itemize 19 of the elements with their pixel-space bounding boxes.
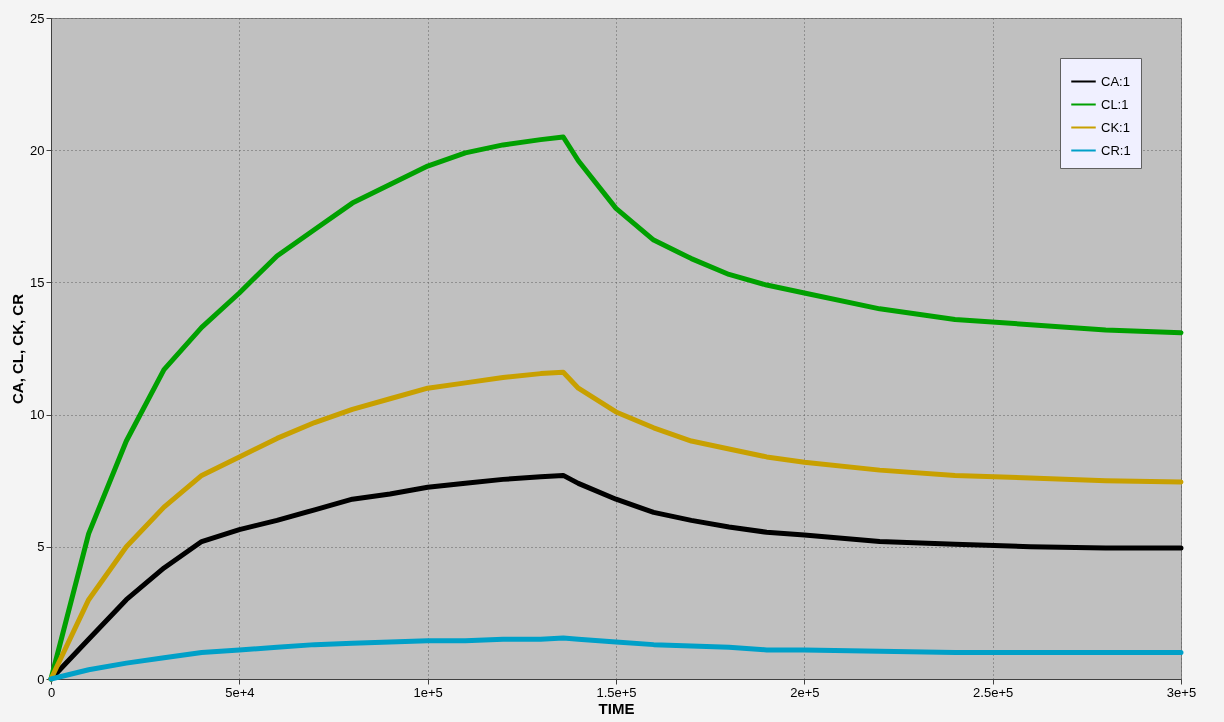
x-tick-label: 1.5e+5	[596, 684, 637, 700]
y-tick-label: 5	[37, 539, 45, 555]
x-tick-label: 3e+5	[1166, 684, 1197, 700]
x-tick-label: 2e+5	[790, 684, 820, 700]
y-axis-title: CA, CL, CK, CR	[9, 293, 27, 404]
legend-label: CR:1	[1101, 142, 1131, 158]
legend-label: CK:1	[1101, 119, 1130, 135]
x-tick-label: 0	[47, 684, 56, 700]
legend-label: CA:1	[1101, 73, 1130, 89]
y-tick-label: 10	[30, 407, 45, 423]
legend-label: CL:1	[1101, 96, 1129, 112]
y-tick-label: 25	[30, 10, 45, 26]
y-tick-label: 15	[30, 274, 45, 290]
x-tick-label: 1e+5	[413, 684, 443, 700]
y-tick-label: 20	[30, 142, 45, 158]
x-tick-label: 5e+4	[225, 684, 255, 700]
x-tick-label: 2.5e+5	[973, 684, 1014, 700]
x-axis-title: TIME	[598, 699, 635, 717]
y-tick-label: 0	[37, 671, 45, 687]
